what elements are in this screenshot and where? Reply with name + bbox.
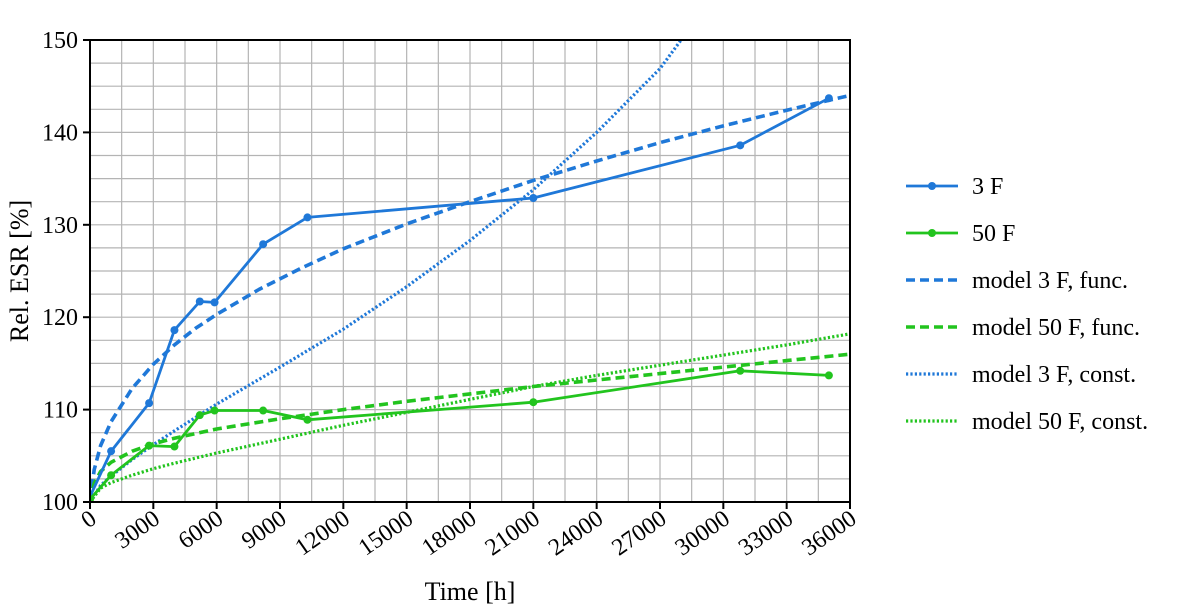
data-point [210,298,219,307]
x-axis-title: Time [h] [425,577,516,606]
legend-item: 3 F [906,174,1003,200]
data-point [824,371,833,380]
y-axis-title: Rel. ESR [%] [5,200,34,342]
series-model-3-f-func [90,93,850,502]
series-model-3-f-const [90,40,683,502]
series-50-f [90,366,833,502]
legend-item: model 3 F, const. [906,362,1136,388]
y-tick-label: 100 [42,490,78,516]
legend-label: 3 F [972,174,1003,200]
data-point [303,415,312,424]
data-point [195,411,204,420]
data-point [107,471,116,480]
legend-item: 50 F [906,221,1015,247]
y-tick-label: 130 [42,213,78,239]
data-point [736,141,745,150]
y-tick-label: 140 [42,120,78,146]
y-tick-label: 120 [42,305,78,331]
data-point [529,398,538,407]
data-point [824,94,833,103]
x-tick-label: 36000 [797,506,861,562]
x-tick-label: 9000 [237,506,291,555]
x-tick-label: 33000 [734,506,798,562]
legend: 3 F 50 F model 3 F, func. model 50 F, func.… [906,174,1148,435]
x-tick-label: 6000 [174,506,228,555]
grid [89,39,851,503]
legend-item: model 50 F, const. [906,409,1148,435]
legend-item: model 50 F, func. [906,315,1140,341]
y-tick-label: 150 [42,28,78,54]
x-tick-label: 0 [77,506,102,534]
legend-label: model 50 F, const. [972,409,1148,435]
series-line [90,40,683,502]
x-tick-label: 12000 [291,506,355,562]
x-tick-label: 15000 [354,506,418,562]
series-line [90,332,850,502]
data-point [736,366,745,375]
series-line [90,352,850,502]
data-point [107,447,116,456]
data-point [195,297,204,306]
x-tick-label: 18000 [417,506,481,562]
data-point [170,442,179,451]
series-model-50-f-func [90,352,850,502]
x-tick-label: 24000 [544,506,608,562]
data-point [145,399,154,408]
series-line [90,96,830,498]
legend-label: model 50 F, func. [972,315,1140,341]
data-point [529,194,538,203]
legend-marker [928,229,936,237]
legend-label: model 3 F, const. [972,362,1136,388]
legend-marker [928,182,936,190]
data-point [170,326,179,335]
data-point [259,406,268,415]
legend-item: model 3 F, func. [906,268,1128,294]
data-point [259,240,268,249]
x-tick-label: 30000 [671,506,735,562]
data-point [145,441,154,450]
series-model-50-f-const [90,332,850,502]
plot-series [90,40,850,502]
data-point [210,406,219,415]
y-tick-label: 110 [43,398,78,424]
legend-label: 50 F [972,221,1015,247]
data-point [303,213,312,222]
series-line [90,369,829,501]
x-tick-label: 27000 [607,506,671,562]
series-line [90,93,850,502]
x-tick-label: 3000 [111,506,165,555]
legend-label: model 3 F, func. [972,268,1128,294]
x-tick-label: 21000 [481,506,545,562]
